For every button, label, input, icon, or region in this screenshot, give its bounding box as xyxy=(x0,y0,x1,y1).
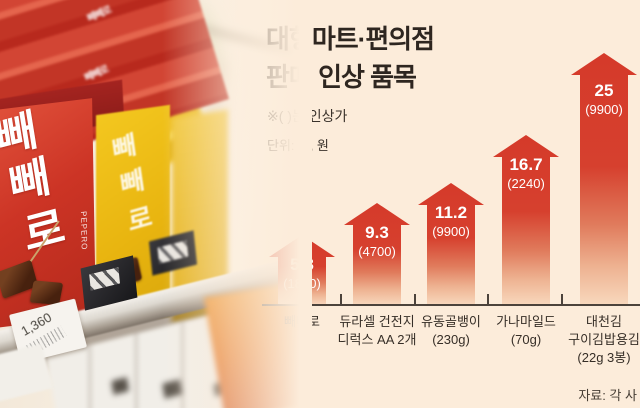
category-label-line: (230g) xyxy=(432,332,470,347)
category-label-ghana-mild: 가나마일드 (70g) xyxy=(459,313,593,349)
bar-percent-value: 9.3 xyxy=(365,223,389,242)
category-label-yudong-golbaengi: 유동골뱅이 (230g) xyxy=(384,313,518,349)
category-label-daecheon-gim: 대천김 구이김밥용김 (22g 3봉) xyxy=(537,313,640,367)
photo-fade-overlay xyxy=(0,0,312,408)
source-credit: 자료: 각 사 xyxy=(578,388,637,403)
shelf-photo: 빼빼로 빼빼로 LOTTE 빼 빼 로 PEPERO 빼 빼 로 xyxy=(0,0,312,408)
category-label-line: 구이김밥용김 xyxy=(568,332,640,347)
x-axis-tick xyxy=(340,294,342,304)
x-axis-tick xyxy=(487,294,489,304)
bar-price-value: (9900) xyxy=(432,224,470,239)
x-axis-tick xyxy=(414,294,416,304)
category-label-line: 유동골뱅이 xyxy=(421,314,481,329)
bar-percent-value: 11.2 xyxy=(434,203,468,222)
bar-ghana-mild: 16.7 (2240) xyxy=(493,135,559,305)
category-label-line: (22g 3봉) xyxy=(577,350,631,365)
bar-percent-value: 16.7 xyxy=(509,155,543,174)
bar-yudong-golbaengi: 11.2 (9900) xyxy=(418,183,484,305)
x-axis-line xyxy=(262,304,640,306)
category-label-duracell: 듀라셀 건전지 디럭스 AA 2개 xyxy=(310,313,444,349)
category-label-line: 가나마일드 xyxy=(496,314,556,329)
category-label-line: 듀라셀 건전지 xyxy=(339,314,415,329)
bar-price-value: (2240) xyxy=(507,176,545,191)
bar-price-value: (9900) xyxy=(585,102,623,117)
category-label-line: (70g) xyxy=(510,332,542,347)
category-label-line: 디럭스 AA 2개 xyxy=(337,332,417,347)
bar-daecheon-gim: 25 (9900) xyxy=(571,53,637,305)
bar-duracell: 9.3 (4700) xyxy=(344,203,410,305)
bar-price-value: (4700) xyxy=(358,244,396,259)
category-label-line: 대천김 xyxy=(586,314,622,329)
bar-percent-value: 25 xyxy=(594,81,614,100)
x-axis-tick xyxy=(561,294,563,304)
